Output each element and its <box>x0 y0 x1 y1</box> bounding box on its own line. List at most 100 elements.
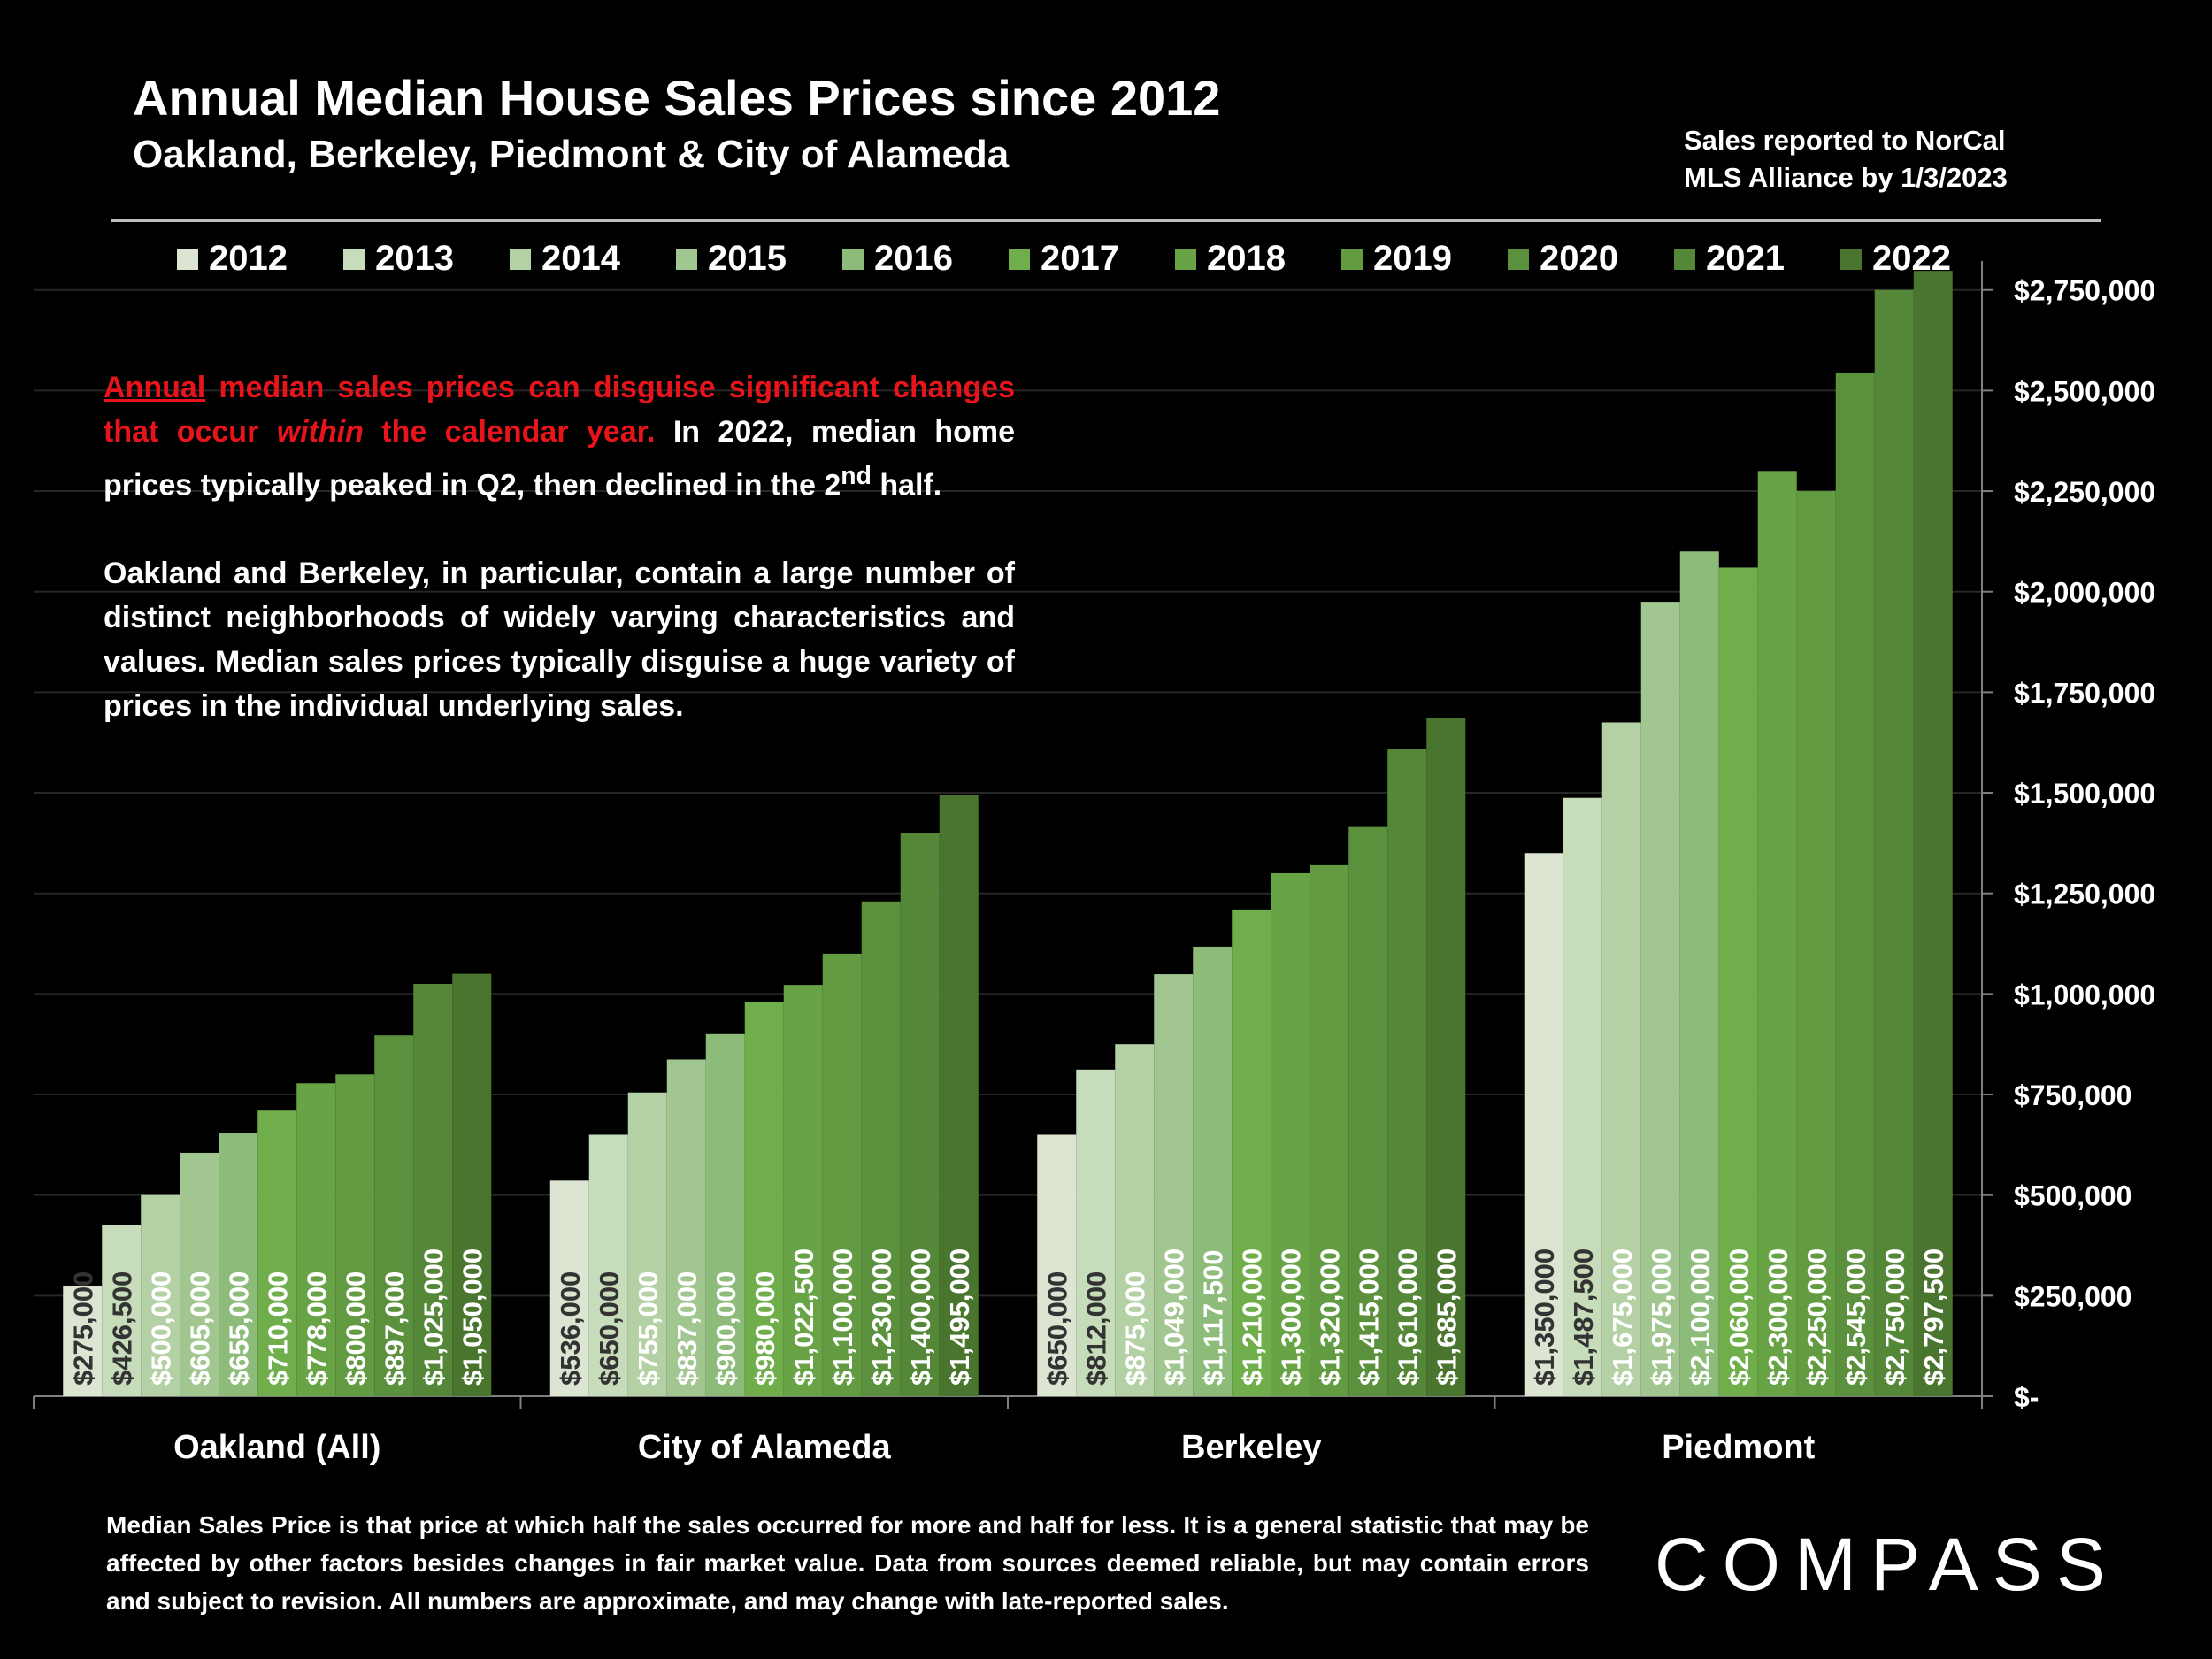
bar <box>63 1285 103 1396</box>
bar <box>1154 974 1194 1396</box>
bar <box>1271 872 1310 1396</box>
legend-swatch <box>676 248 697 270</box>
legend-label: 2016 <box>874 239 953 278</box>
data-label: $800,000 <box>340 1271 371 1386</box>
data-label: $1,022,500 <box>788 1248 819 1386</box>
y-tick-label: $250,000 <box>2014 1280 2131 1312</box>
x-category-label: Oakland (All) <box>173 1429 380 1466</box>
legend-swatch <box>510 248 531 270</box>
legend-swatch <box>1175 248 1196 270</box>
bar <box>861 901 901 1396</box>
data-label: $1,100,000 <box>827 1248 858 1386</box>
legend-item: 2020 <box>1508 239 1618 279</box>
bar <box>1601 722 1641 1396</box>
source-note: Sales reported to NorCal MLS Alliance by… <box>1684 122 2055 196</box>
data-label: $875,000 <box>1119 1271 1150 1386</box>
y-tick-label: $2,500,000 <box>2014 375 2155 407</box>
bar <box>413 983 453 1396</box>
bar <box>1348 826 1388 1396</box>
bar <box>1115 1044 1155 1396</box>
source-note-line2: MLS Alliance by 1/3/2023 <box>1684 162 2008 193</box>
data-label: $1,685,000 <box>1431 1248 1462 1386</box>
bar <box>1563 797 1602 1396</box>
y-tick-label: $1,250,000 <box>2014 879 2155 910</box>
legend-label: 2015 <box>708 239 787 278</box>
bar <box>666 1059 706 1396</box>
data-label: $812,000 <box>1080 1271 1111 1386</box>
data-label: $1,210,000 <box>1236 1248 1267 1386</box>
bar <box>102 1225 142 1396</box>
y-tick-label: $- <box>2014 1381 2039 1413</box>
data-label: $650,000 <box>1041 1271 1072 1386</box>
annotation-emphasis-within: within <box>276 415 364 449</box>
y-tick-label: $1,750,000 <box>2014 677 2155 709</box>
bar <box>1640 602 1680 1396</box>
annotation-paragraph-1: Annual median sales prices can disguise … <box>104 365 1015 507</box>
data-label: $837,000 <box>672 1271 703 1386</box>
annotation-emphasis-end: the calendar year. <box>363 415 656 449</box>
annotation-body: In 2022, median home prices typically pe… <box>104 415 1015 503</box>
bar <box>588 1134 628 1396</box>
legend-label: 2014 <box>541 239 620 278</box>
data-label: $2,797,500 <box>1918 1248 1949 1386</box>
data-label: $2,300,000 <box>1763 1248 1793 1386</box>
bar <box>1232 909 1271 1396</box>
data-label: $1,350,000 <box>1529 1248 1560 1386</box>
chart-subtitle: Oakland, Berkeley, Piedmont & City of Al… <box>133 133 1010 176</box>
bar <box>549 1180 589 1396</box>
annotation-body-end: half. <box>871 468 942 503</box>
legend: 2012 2013 2014 2015 2016 2017 2018 2019 2020 2021… <box>177 239 2079 285</box>
data-label: $2,750,000 <box>1879 1248 1910 1386</box>
data-label: $710,000 <box>262 1271 293 1386</box>
data-label: $1,495,000 <box>944 1248 975 1386</box>
y-tick-label: $750,000 <box>2014 1079 2131 1111</box>
legend-item: 2014 <box>510 239 620 279</box>
data-label: $778,000 <box>301 1271 332 1386</box>
legend-item: 2013 <box>343 239 454 279</box>
data-label: $1,025,000 <box>418 1248 449 1386</box>
data-label: $275,000 <box>67 1271 98 1386</box>
data-label: $897,000 <box>379 1271 410 1386</box>
data-label: $2,060,000 <box>1724 1248 1755 1386</box>
data-label: $1,230,000 <box>866 1248 897 1386</box>
data-label: $1,300,000 <box>1275 1248 1306 1386</box>
annotation-text: Annual median sales prices can disguise … <box>104 365 1015 728</box>
legend-swatch <box>343 248 365 270</box>
bar <box>1193 946 1233 1396</box>
x-category-label: Piedmont <box>1662 1429 1815 1466</box>
bar <box>783 985 823 1396</box>
data-label: $1,610,000 <box>1392 1248 1423 1386</box>
data-label: $655,000 <box>223 1271 254 1386</box>
bar <box>296 1083 336 1396</box>
data-label: $1,050,000 <box>457 1248 488 1386</box>
bar <box>1757 471 1797 1396</box>
legend-label: 2019 <box>1373 239 1452 278</box>
header-divider <box>111 219 2101 222</box>
data-label: $1,320,000 <box>1314 1248 1345 1386</box>
annotation-paragraph-2: Oakland and Berkeley, in particular, con… <box>104 557 1015 724</box>
data-label: $1,415,000 <box>1353 1248 1384 1386</box>
legend-item: 2017 <box>1009 239 1119 279</box>
legend-label: 2018 <box>1207 239 1286 278</box>
bar <box>939 795 979 1396</box>
bar <box>1310 864 1349 1396</box>
data-label: $900,000 <box>710 1271 741 1386</box>
footer-disclaimer: Median Sales Price is that price at whic… <box>106 1511 1589 1615</box>
legend-item: 2019 <box>1341 239 1452 279</box>
bar <box>180 1152 219 1396</box>
y-tick-label: $2,250,000 <box>2014 476 2155 508</box>
legend-label: 2013 <box>375 239 454 278</box>
compass-logo: COMPASS <box>1655 1523 2120 1606</box>
annotation-superscript: nd <box>841 462 872 490</box>
data-label: $1,975,000 <box>1646 1248 1677 1386</box>
data-label: $2,545,000 <box>1840 1248 1871 1386</box>
y-tick-label: $500,000 <box>2014 1180 2131 1212</box>
bar <box>744 1002 784 1396</box>
legend-label: 2012 <box>209 239 288 278</box>
annotation-emphasis: median sales prices can disguise signifi… <box>104 371 1015 449</box>
data-label: $536,000 <box>555 1271 586 1386</box>
legend-swatch <box>1674 248 1695 270</box>
data-label: $1,400,000 <box>905 1248 936 1386</box>
bar <box>1037 1134 1077 1396</box>
data-label: $500,000 <box>145 1271 176 1386</box>
